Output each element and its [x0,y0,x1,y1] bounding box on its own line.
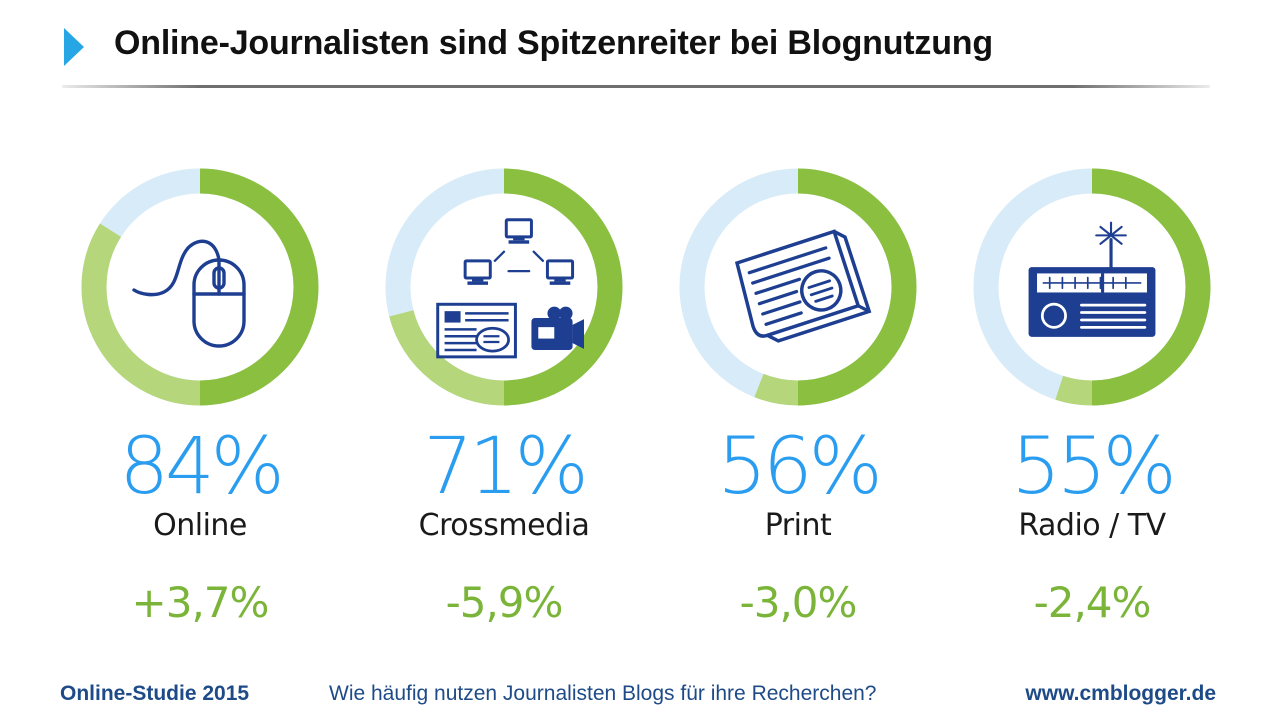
category-label-print: Print [764,508,832,543]
percent-value-print: 56% [717,422,882,512]
chart-panel-print: 56% Print -3,0% [668,166,928,636]
change-value-online: +3,7% [131,578,270,627]
percent-value-radio-tv: 55% [1011,422,1176,512]
footer-study-label: Online-Studie 2015 [60,682,250,705]
donut-segment-primary [503,168,623,406]
change-value-print: -3,0% [739,578,858,627]
change-value-crossmedia: -5,9% [445,578,564,627]
donut-chart-online [81,168,319,406]
donut-chart-radio-tv [973,168,1211,406]
donut-ring [973,168,1211,406]
change-value-radio-tv: -2,4% [1033,578,1152,627]
footer-website-link[interactable]: www.cmblogger.de [1025,682,1216,705]
percent-value-crossmedia: 71% [423,422,588,512]
percent-value-online: 84% [119,422,284,512]
slide-header: Online-Journalisten sind Spitzenreiter b… [0,0,1280,100]
category-label-crossmedia: Crossmedia [418,508,590,543]
donut-segment-primary [797,168,917,406]
chart-panel-radio-tv: 55% Radio / TV -2,4% [962,166,1222,636]
donut-segment-primary [199,168,319,406]
donut-chart-print [679,168,917,406]
computer-mouse-icon [132,239,246,348]
donut-segment-secondary [1055,375,1093,406]
donut-segment-primary [1091,168,1211,406]
donut-ring [679,168,917,406]
title-arrow-icon [64,28,84,66]
radio-icon [1028,221,1156,337]
donut-ring [385,168,623,406]
title-divider [62,85,1210,88]
donut-ring [81,168,319,406]
newspaper-icon [734,229,872,343]
slide-footer: Online-Studie 2015 Wie häufig nutzen Jou… [0,676,1280,712]
donut-segment-secondary [81,223,201,406]
chart-panel-online: 84% Online +3,7% [70,166,330,636]
donut-segment-secondary [754,373,799,406]
crossmedia-icon [436,218,584,359]
category-label-online: Online [153,508,247,543]
donut-segment-secondary [389,309,505,406]
slide-title: Online-Journalisten sind Spitzenreiter b… [114,24,993,62]
chart-panel-crossmedia: 71% Crossmedia -5,9% [374,166,634,636]
category-label-radio-tv: Radio / TV [1018,508,1166,543]
donut-chart-crossmedia [385,168,623,406]
footer-question: Wie häufig nutzen Journalisten Blogs für… [329,682,877,705]
